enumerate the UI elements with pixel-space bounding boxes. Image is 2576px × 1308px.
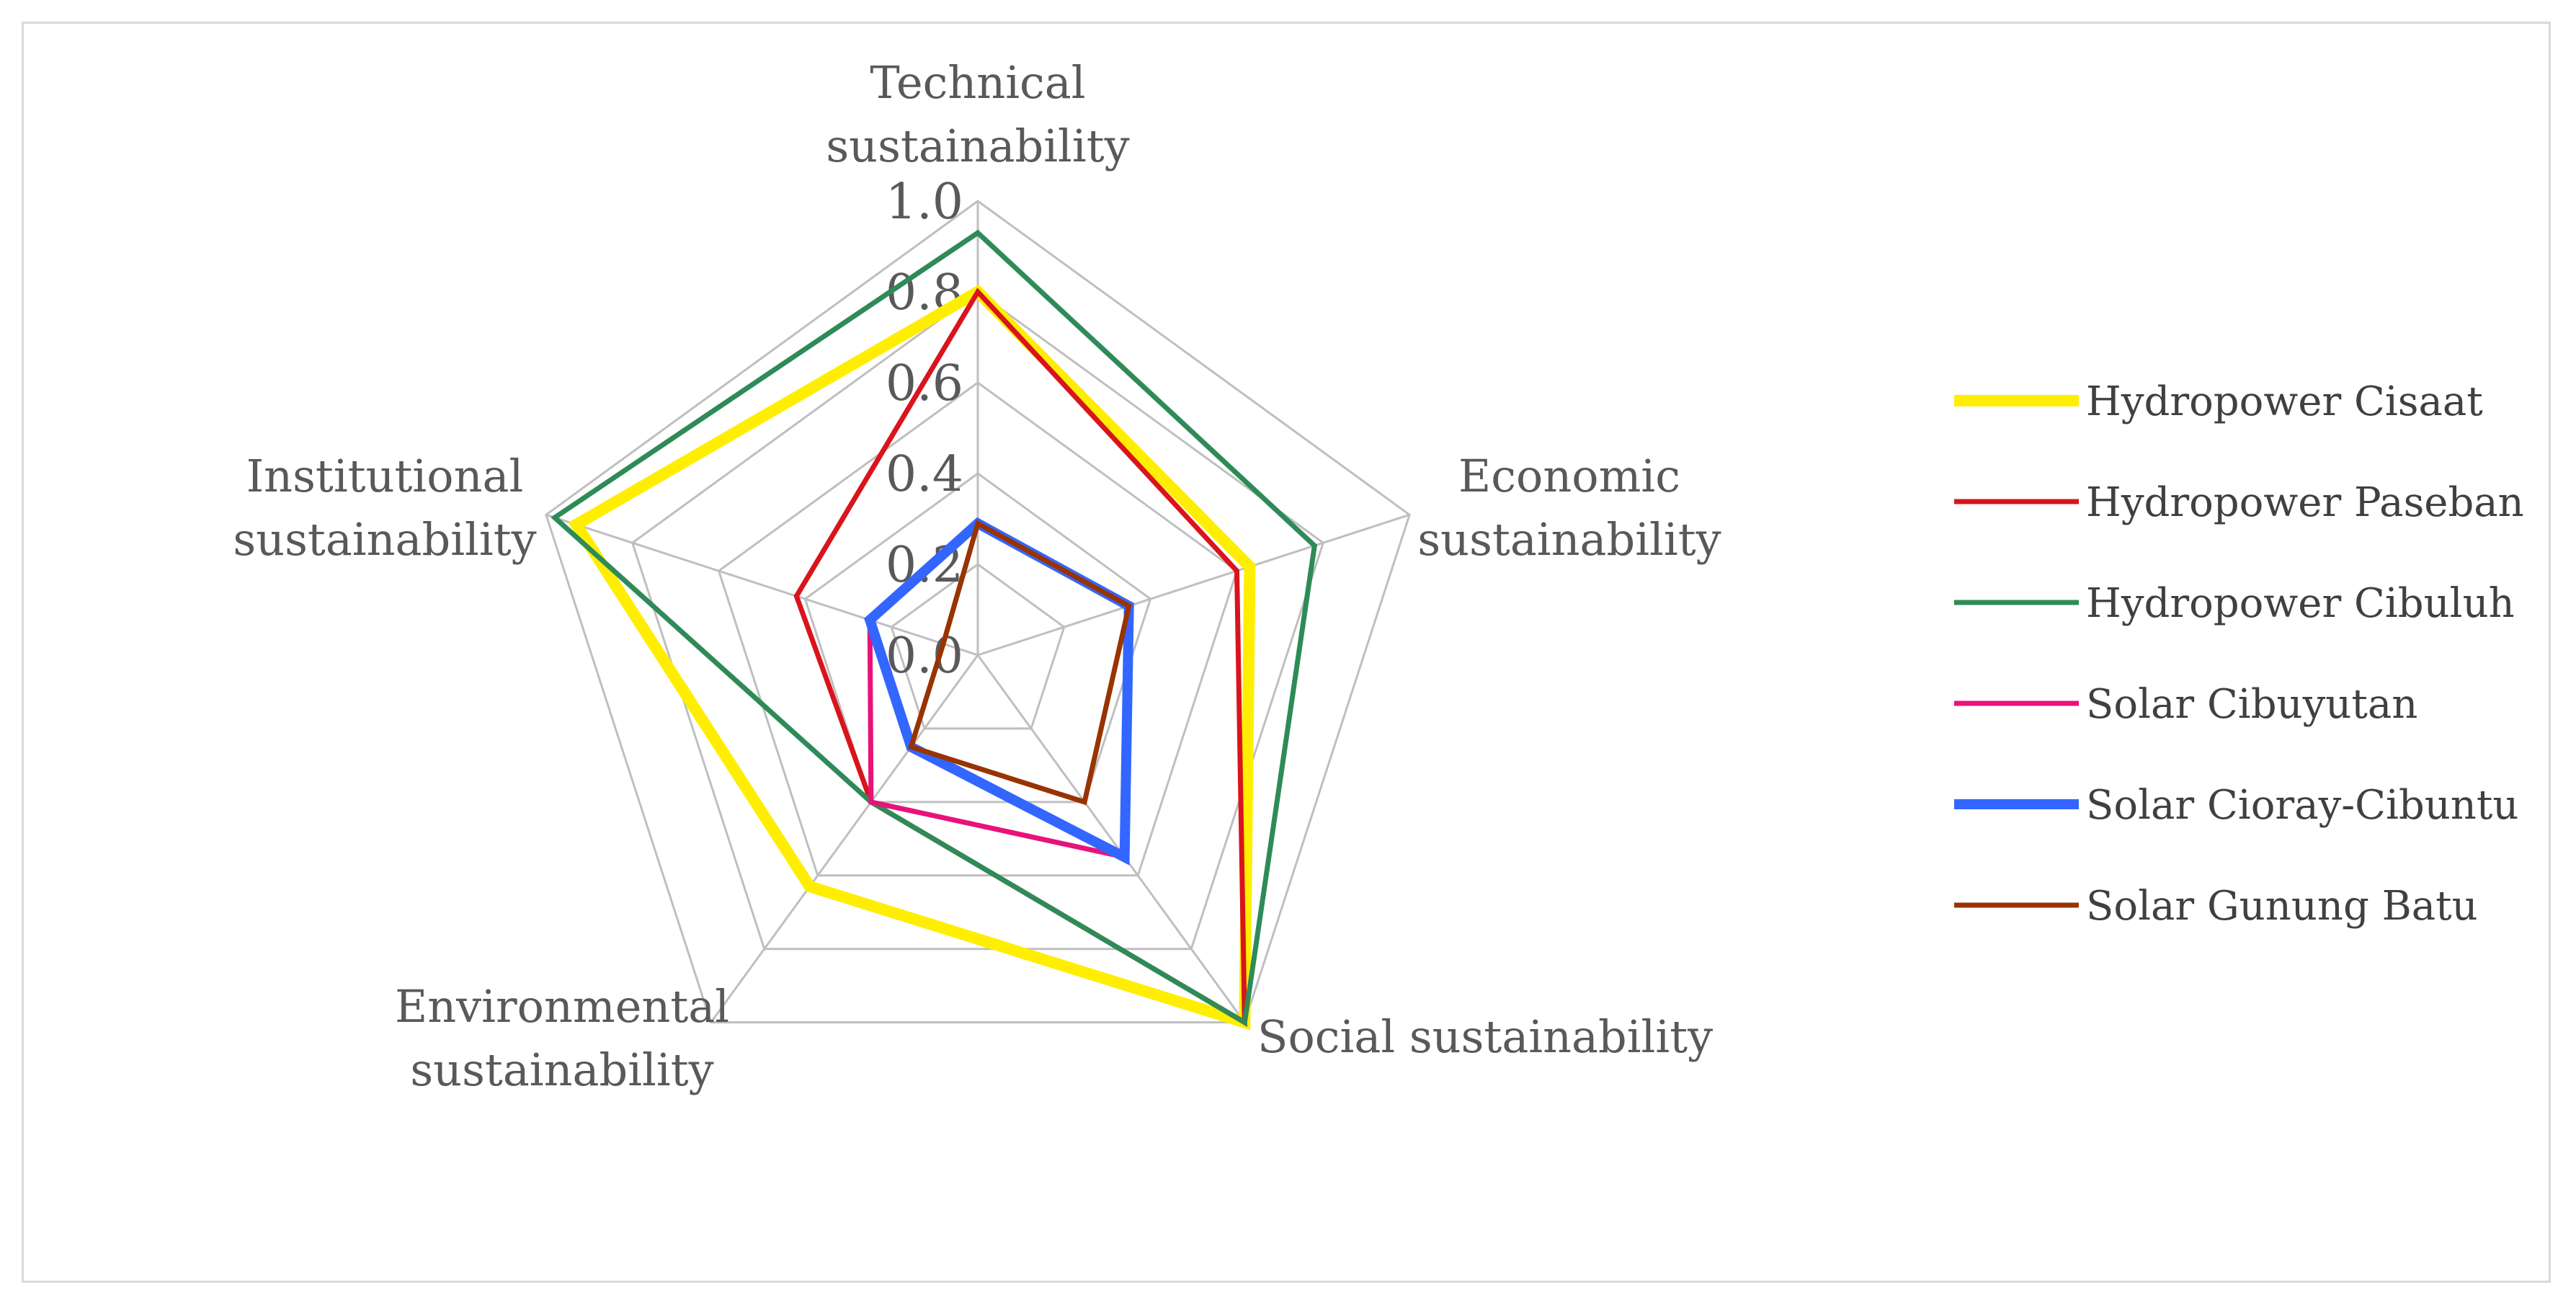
axis-label-3: sustainability	[410, 1044, 713, 1096]
legend-label: Hydropower Cisaat	[2086, 378, 2483, 425]
legend-label: Solar Cioray-Cibuntu	[2086, 782, 2518, 829]
tick-label: 1.0	[886, 174, 963, 231]
grid-ring-2	[803, 472, 1152, 804]
axis-labels: Technical sustainability Economic sustainab…	[233, 56, 1721, 1096]
grid-ring-5	[545, 200, 1411, 1024]
series-hydropower-paseban	[793, 288, 1247, 1027]
series-hydropower-cisaat	[568, 284, 1256, 1031]
chart-frame	[22, 22, 2551, 1283]
legend-label: Solar Gunung Batu	[2086, 883, 2478, 930]
axis-label-2: Social sustainability	[1257, 1010, 1713, 1063]
radar-grid	[545, 200, 1411, 1024]
legend-label: Hydropower Cibuluh	[2086, 580, 2515, 627]
tick-label: 0.4	[886, 446, 963, 503]
grid-ring-3	[717, 381, 1239, 877]
axis-label-1: sustainability	[1417, 513, 1721, 566]
grid-ring-1	[890, 563, 1066, 730]
radar-spokes	[545, 201, 1410, 1023]
series-hydropower-cibuluh	[551, 229, 1318, 1027]
axis-label-4: sustainability	[233, 513, 536, 566]
series-solar-gunung-batu	[908, 520, 1132, 806]
axis-label-0: Technical	[870, 56, 1085, 109]
axis-label-3: Environmental	[395, 980, 729, 1033]
spoke-3	[710, 654, 979, 1023]
axis-label-1: Economic	[1458, 450, 1680, 502]
legend: Hydropower Cisaat Hydropower Paseban Hydro…	[1954, 378, 2524, 930]
axis-label-0: sustainability	[826, 120, 1129, 172]
axis-label-4: Institutional	[246, 450, 524, 502]
spoke-4	[545, 513, 979, 657]
legend-label: Solar Cibuyutan	[2086, 681, 2417, 728]
spoke-2	[976, 654, 1246, 1023]
spoke-1	[977, 513, 1410, 657]
data-series	[551, 229, 1318, 1031]
legend-label: Hydropower Paseban	[2086, 479, 2524, 526]
tick-label: 0.0	[886, 628, 963, 685]
